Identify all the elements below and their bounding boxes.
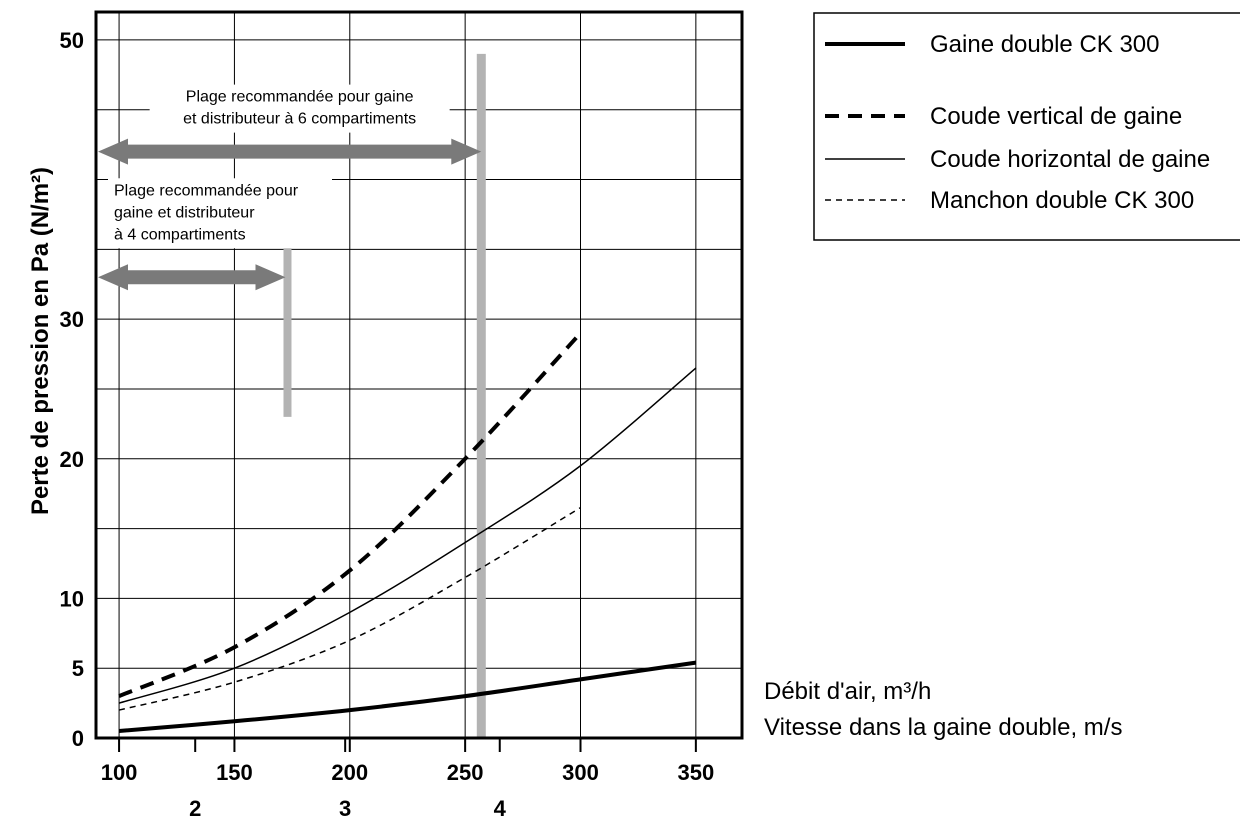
y-tick-label: 30 xyxy=(60,307,84,332)
axis-labels: Perte de pression en Pa (N/m²) Débit d'ai… xyxy=(27,167,1122,741)
x-tick-label: 200 xyxy=(331,760,368,785)
series-line-thick-dashed xyxy=(118,331,582,698)
range-label-line: gaine et distributeur xyxy=(114,204,255,221)
y-tick-label: 20 xyxy=(60,447,84,472)
range-label-line: à 4 compartiments xyxy=(114,226,246,243)
plot-border xyxy=(94,10,744,740)
x-axis-label: Débit d'air, m³/h xyxy=(764,678,931,705)
x-tick-label: 150 xyxy=(216,760,253,785)
x-axis-label-secondary: Vitesse dans la gaine double, m/s xyxy=(764,714,1122,741)
range-label-backing xyxy=(108,178,332,249)
legend-entry-label: Coude horizontal de gaine xyxy=(930,146,1210,173)
tick-labels: 0 5 10 20 30 50 100 150 200 250 300 350 2 3 4 xyxy=(60,28,715,821)
series-line-thin-dashed xyxy=(118,506,581,711)
x-tick-label: 350 xyxy=(677,760,714,785)
y-axis-label: Perte de pression en Pa (N/m²) xyxy=(27,167,54,515)
series-line-thin-solid xyxy=(118,367,697,704)
range-label-line: et distributeur à 6 compartiments xyxy=(183,111,416,128)
x-tick-label: 300 xyxy=(562,760,599,785)
legend-entry-label: Gaine double CK 300 xyxy=(930,31,1160,58)
legend: Gaine double CK 300 Coude vertical de gai… xyxy=(813,12,1240,241)
range-label-backing xyxy=(149,84,450,133)
x2-tick-label: 3 xyxy=(339,796,351,818)
range-label-line: Plage recommandée pour gaine xyxy=(186,89,414,106)
series-lines xyxy=(118,331,697,734)
recommended-ranges: Plage recommandée pour gaine et distribut… xyxy=(98,53,486,738)
x-tick-label: 100 xyxy=(101,760,138,785)
x-tick-label: 250 xyxy=(447,760,484,785)
grid xyxy=(96,12,742,738)
series-line-thick-solid xyxy=(118,660,697,734)
range-double-arrow xyxy=(98,264,286,291)
y-tick-label: 10 xyxy=(60,586,84,611)
y-tick-label: 50 xyxy=(60,28,84,53)
y-tick-label: 5 xyxy=(72,656,84,681)
legend-entry-label: Manchon double CK 300 xyxy=(930,187,1194,214)
range-label-line: Plage recommandée pour xyxy=(114,182,299,199)
y-tick-label: 0 xyxy=(72,726,84,751)
range-double-arrow xyxy=(98,138,482,165)
legend-box xyxy=(813,12,1240,241)
plot-frame xyxy=(94,10,744,740)
x2-tick-label: 2 xyxy=(189,796,201,818)
x2-tick-label: 4 xyxy=(494,796,507,818)
legend-entry-label: Coude vertical de gaine xyxy=(930,103,1182,130)
